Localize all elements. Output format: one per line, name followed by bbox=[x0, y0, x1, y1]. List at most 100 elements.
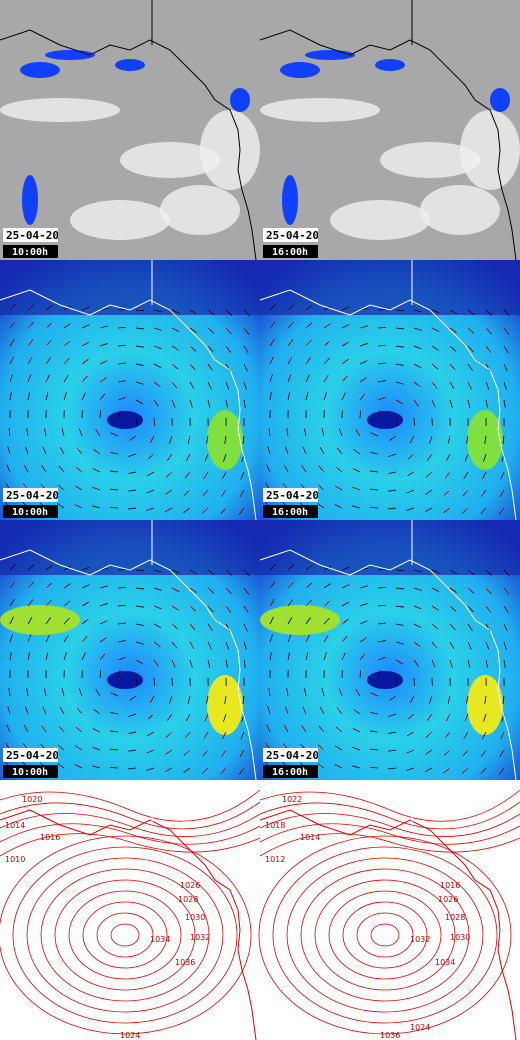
wind-arrow bbox=[7, 446, 11, 455]
wind-arrow bbox=[201, 507, 209, 514]
wind-arrow bbox=[63, 392, 67, 401]
wind-arrow bbox=[135, 677, 138, 686]
wind-arrow bbox=[171, 381, 178, 389]
wind-arrow bbox=[243, 641, 247, 650]
wind-arrow bbox=[449, 345, 457, 352]
wind-arrow bbox=[74, 504, 83, 509]
time-label: 16:00h bbox=[272, 507, 308, 518]
wind-arrow bbox=[128, 489, 137, 492]
date-box bbox=[263, 228, 318, 242]
wind-arrow bbox=[287, 392, 291, 401]
wind-arrow bbox=[377, 396, 386, 401]
wind-arrow bbox=[7, 706, 11, 715]
wind-arrow bbox=[431, 363, 439, 370]
wind-arrow bbox=[146, 749, 155, 754]
wind-arrow bbox=[189, 605, 197, 612]
wind-arrow bbox=[189, 345, 197, 352]
wind-arrow bbox=[269, 581, 276, 589]
wind-arrow bbox=[286, 688, 289, 697]
wind-arrow bbox=[323, 392, 327, 401]
wind-arrow bbox=[203, 731, 209, 739]
wind-arrow bbox=[485, 569, 493, 576]
wind-arrow bbox=[503, 381, 507, 390]
date-label: 25-04-20 bbox=[6, 229, 59, 242]
wind-arrow bbox=[135, 659, 144, 665]
wind-arrow bbox=[336, 707, 343, 715]
wind-arrow bbox=[63, 634, 69, 643]
wind-arrow bbox=[187, 695, 191, 704]
wind-arrow bbox=[45, 392, 49, 401]
wind-arrow bbox=[99, 360, 108, 365]
wind-arrow bbox=[153, 587, 162, 591]
wind-arrow bbox=[238, 767, 245, 775]
wind-arrow bbox=[287, 616, 293, 625]
wind-arrow bbox=[149, 695, 155, 704]
wind-arrow bbox=[189, 381, 195, 390]
wind-arrow bbox=[75, 726, 83, 733]
wind-arrow bbox=[225, 309, 233, 316]
wind-arrow bbox=[92, 746, 101, 751]
wind-arrow bbox=[153, 381, 161, 388]
wind-arrow bbox=[377, 309, 387, 311]
wind-arrow bbox=[8, 428, 11, 437]
wind-arrow bbox=[407, 453, 415, 460]
wind-arrow bbox=[359, 409, 362, 419]
wind-arrow bbox=[445, 453, 451, 462]
wind-arrow bbox=[359, 377, 367, 383]
wind-arrow bbox=[81, 324, 90, 329]
precip bbox=[45, 50, 95, 60]
wind-arrow bbox=[463, 471, 469, 479]
wind-arrow bbox=[485, 641, 490, 650]
wind-arrow bbox=[268, 428, 271, 437]
wind-arrow bbox=[269, 392, 272, 401]
wind-arrow bbox=[323, 634, 329, 643]
wind-arrow bbox=[443, 767, 451, 774]
isobar bbox=[356, 912, 414, 958]
wind-arrow bbox=[171, 641, 178, 649]
wind-arrow bbox=[63, 565, 72, 571]
wind-arrow bbox=[44, 688, 47, 697]
wind-arrow bbox=[359, 620, 368, 625]
wind-arrow bbox=[92, 505, 101, 509]
wind-arrow bbox=[269, 616, 274, 625]
wind-arrow bbox=[503, 345, 509, 354]
wind-arrow bbox=[341, 601, 350, 607]
wind-arrow bbox=[117, 586, 127, 589]
wind-arrow bbox=[92, 468, 101, 473]
wind-arrow bbox=[242, 435, 245, 444]
wind-arrow bbox=[238, 507, 245, 515]
wind-arrow bbox=[81, 375, 88, 383]
wind-arrow bbox=[377, 670, 381, 679]
wind-arrow bbox=[395, 659, 404, 665]
wind-arrow bbox=[109, 766, 119, 769]
cloud bbox=[460, 110, 520, 190]
isobar bbox=[259, 833, 520, 857]
wind-arrow bbox=[45, 374, 50, 383]
isobar-label: 1034 bbox=[150, 935, 170, 944]
wind-arrow bbox=[481, 731, 487, 740]
wind-arrow bbox=[110, 451, 119, 455]
wind-arrow bbox=[377, 344, 387, 347]
wind-arrow bbox=[135, 605, 144, 608]
wind-arrow bbox=[431, 345, 439, 351]
wind-arrow bbox=[483, 453, 487, 462]
wind-arrow bbox=[287, 339, 294, 347]
wind-arrow bbox=[75, 466, 83, 473]
wind-arrow bbox=[305, 339, 312, 347]
wind-arrow bbox=[485, 327, 492, 335]
isobar-label: 1036 bbox=[380, 1031, 400, 1040]
wind-arrow bbox=[485, 605, 492, 613]
wind-arrow bbox=[388, 453, 397, 457]
wind-arrow bbox=[243, 605, 249, 614]
wind-arrow bbox=[99, 325, 108, 329]
land-band bbox=[260, 260, 520, 315]
time-label: 16:00h bbox=[272, 247, 308, 258]
wind-arrow bbox=[304, 428, 307, 437]
wind-arrow bbox=[81, 584, 90, 589]
wind-arrow bbox=[117, 410, 121, 419]
wind-arrow bbox=[499, 489, 505, 498]
wind-arrow bbox=[27, 616, 33, 625]
wind-arrow bbox=[117, 380, 126, 383]
wind-arrow bbox=[135, 417, 138, 426]
wind-arrow bbox=[223, 713, 227, 722]
